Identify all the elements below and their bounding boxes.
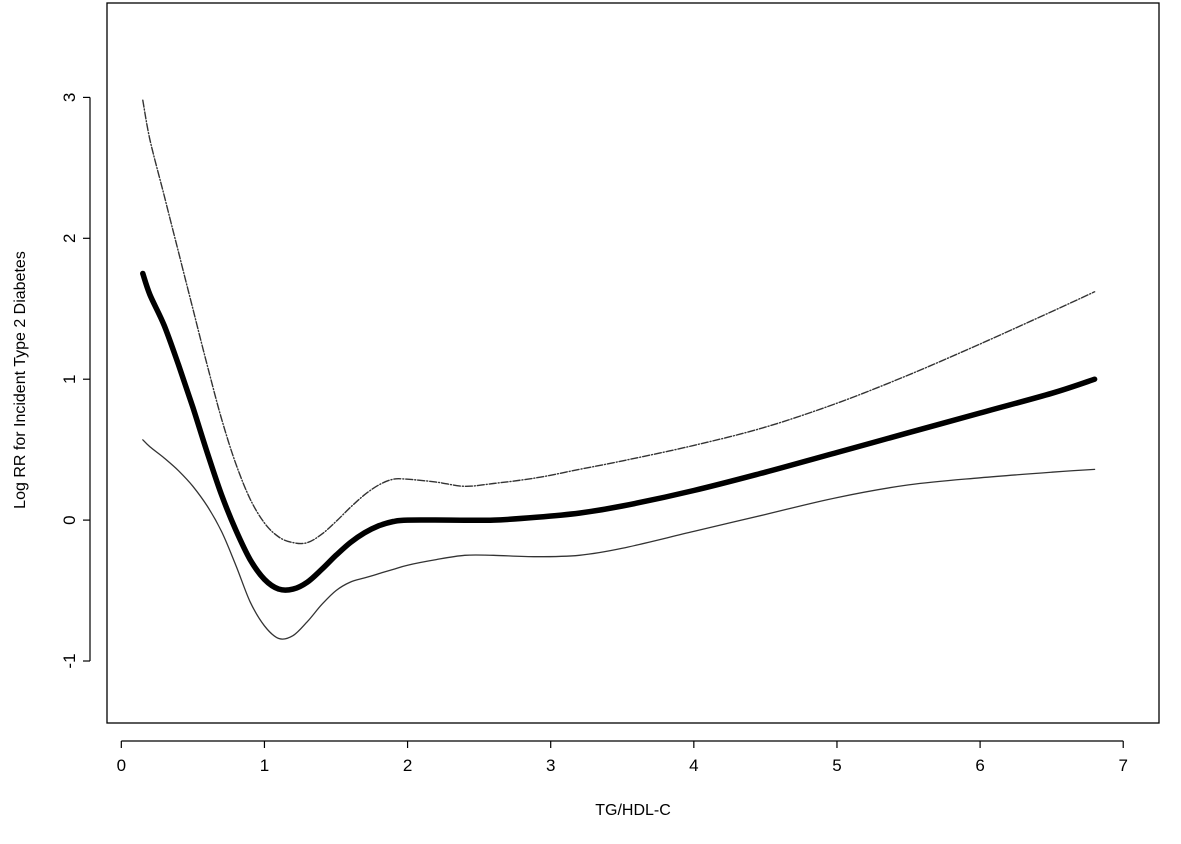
x-axis-title: TG/HDL-C — [595, 802, 671, 819]
lower-ci-line — [142, 439, 1096, 640]
x-tick-label: 1 — [260, 756, 269, 775]
upper-ci-line — [142, 99, 1096, 545]
estimate-line — [140, 270, 1098, 593]
y-tick-label: 1 — [60, 374, 79, 383]
x-axis: 0 1 2 3 4 5 6 7 — [117, 740, 1128, 775]
y-axis: -1 0 1 2 3 — [60, 93, 91, 669]
x-tick-label: 6 — [975, 756, 984, 775]
x-tick-label: 2 — [403, 756, 412, 775]
x-tick-label: 4 — [689, 756, 698, 775]
y-axis-title: Log RR for Incident Type 2 Diabetes — [12, 251, 29, 509]
x-tick-label: 7 — [1118, 756, 1127, 775]
series-layer — [140, 99, 1098, 640]
x-tick-label: 5 — [832, 756, 841, 775]
y-tick-label: 3 — [60, 93, 79, 102]
plot-frame — [106, 2, 1160, 724]
y-tick-label: -1 — [60, 653, 79, 668]
x-tick-label: 0 — [117, 756, 126, 775]
y-tick-label: 0 — [60, 515, 79, 524]
y-tick-label: 2 — [60, 234, 79, 243]
x-tick-label: 3 — [546, 756, 555, 775]
